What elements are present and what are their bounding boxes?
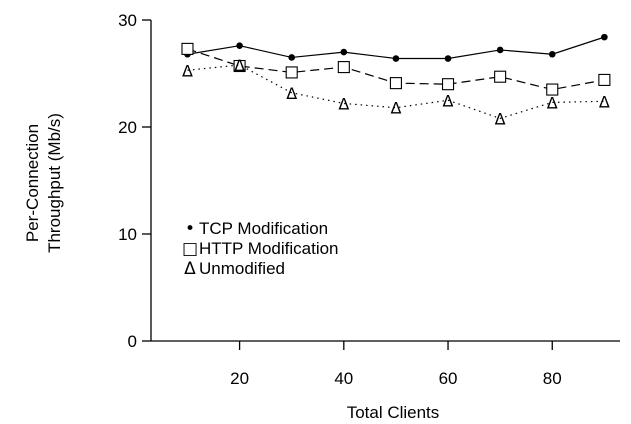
data-point: [496, 46, 504, 54]
data-point: Δ: [182, 61, 193, 80]
data-point: [340, 48, 348, 56]
y-tick-label: 30: [118, 11, 137, 30]
legend-label-http: HTTP Modification: [199, 239, 339, 258]
data-point: [389, 77, 402, 90]
legend-marker-http: □: [182, 239, 198, 259]
data-point: [285, 66, 298, 79]
x-axis-title: Total Clients: [347, 403, 440, 422]
legend: • TCP Modification □ HTTP Modification Δ…: [182, 219, 339, 279]
x-tick-label: 40: [334, 369, 353, 388]
data-point: Δ: [234, 56, 245, 75]
series-triangle: Δ Δ Δ Δ Δ Δ Δ Δ Δ: [182, 56, 610, 129]
y-tick-label: 10: [118, 225, 137, 244]
data-point: [548, 50, 556, 58]
legend-label-unmodified: Unmodified: [199, 259, 285, 278]
data-point: [392, 55, 400, 62]
data-point: [288, 54, 296, 61]
y-axis-title-line-1: Per-Connection: [23, 124, 42, 242]
ticks: 0 10 20 30 20 40 60 80: [118, 11, 562, 388]
data-point: [233, 59, 246, 73]
data-point: [444, 55, 452, 62]
y-axis-title-line-2: Throughput (Mb/s): [45, 113, 64, 253]
y-axis-title: Per-Connection Throughput (Mb/s): [23, 113, 64, 253]
series-open-square: [181, 42, 611, 96]
data-point: [441, 78, 455, 91]
data-point: Δ: [599, 92, 610, 111]
data-point: Δ: [495, 109, 506, 128]
series-filled-circle: [184, 33, 608, 62]
series-line: [187, 64, 605, 120]
data-point: Δ: [443, 91, 454, 110]
legend-marker-unmodified: Δ: [184, 259, 196, 279]
y-tick-label: 20: [118, 118, 137, 137]
data-point: [337, 61, 350, 74]
legend-marker-tcp: •: [185, 219, 195, 239]
data-point: [601, 33, 608, 41]
y-tick-label: 0: [128, 332, 137, 351]
data-point: [546, 83, 559, 96]
series-layer: Δ Δ Δ Δ Δ Δ Δ Δ Δ: [181, 33, 611, 129]
x-tick-label: 80: [543, 369, 562, 388]
axes: [150, 20, 620, 342]
data-point: [236, 42, 243, 49]
x-tick-label: 60: [439, 369, 458, 388]
data-point: Δ: [338, 94, 349, 113]
data-point: [181, 42, 194, 55]
data-point: Δ: [547, 93, 558, 112]
data-point: Δ: [286, 84, 297, 103]
data-point: [494, 70, 507, 83]
data-point: Δ: [390, 99, 401, 118]
legend-label-tcp: TCP Modification: [199, 219, 328, 238]
data-point: [598, 73, 611, 86]
x-tick-label: 20: [230, 369, 249, 388]
